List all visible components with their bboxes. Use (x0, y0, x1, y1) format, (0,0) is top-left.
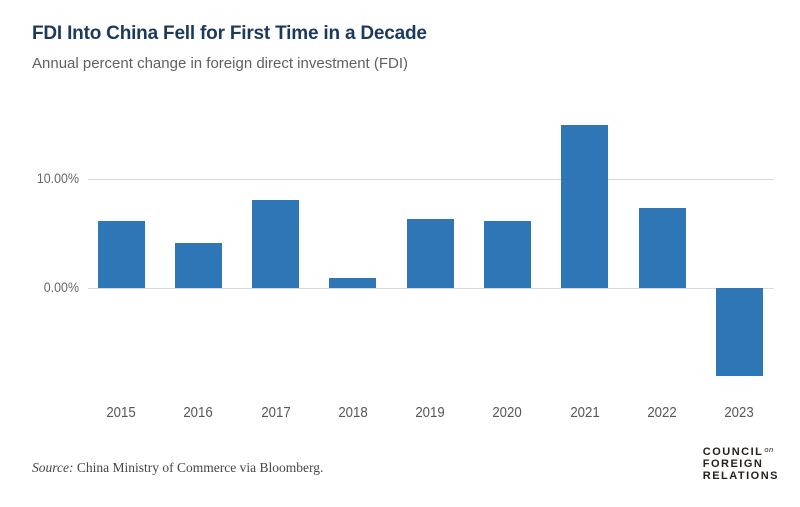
cfr-logo-line-3: RELATIONS (702, 470, 779, 482)
source-label: Source: (32, 460, 74, 475)
x-tick-label-2018: 2018 (338, 404, 368, 421)
bar-2019 (407, 219, 454, 288)
cfr-logo-line-1: COUNCILon (703, 444, 779, 458)
bar-2017 (252, 200, 299, 288)
x-tick-label-2019: 2019 (415, 404, 445, 421)
y-tick-label-0: 0.00% (43, 280, 79, 295)
y-gridline-0 (88, 288, 774, 289)
bar-2015 (98, 221, 145, 288)
x-tick-label-2016: 2016 (183, 404, 213, 421)
chart-subtitle: Annual percent change in foreign direct … (32, 55, 409, 72)
cfr-logo-council: COUNCIL (702, 446, 764, 458)
bar-2022 (639, 208, 686, 288)
x-tick-label-2021: 2021 (570, 404, 600, 421)
x-tick-label-2020: 2020 (492, 404, 522, 421)
y-tick-label-10: 10.00% (36, 171, 79, 186)
cfr-logo-line-2: FOREIGN (702, 458, 764, 470)
x-tick-label-2015: 2015 (106, 404, 136, 421)
bar-2021 (561, 125, 608, 288)
x-tick-label-2023: 2023 (724, 404, 754, 421)
bar-2018 (329, 278, 376, 288)
y-gridline-10 (88, 179, 774, 180)
cfr-logo: COUNCILon FOREIGN RELATIONS (703, 444, 779, 482)
bar-2020 (484, 221, 531, 288)
source-note: Source: China Ministry of Commerce via B… (32, 459, 323, 476)
bar-2023 (716, 288, 763, 376)
x-tick-label-2017: 2017 (261, 404, 291, 421)
source-text: China Ministry of Commerce via Bloomberg… (73, 460, 324, 475)
x-tick-label-2022: 2022 (647, 404, 677, 421)
cfr-logo-on: on (764, 445, 774, 454)
bar-2016 (175, 243, 222, 288)
chart-title: FDI Into China Fell for First Time in a … (32, 23, 427, 44)
